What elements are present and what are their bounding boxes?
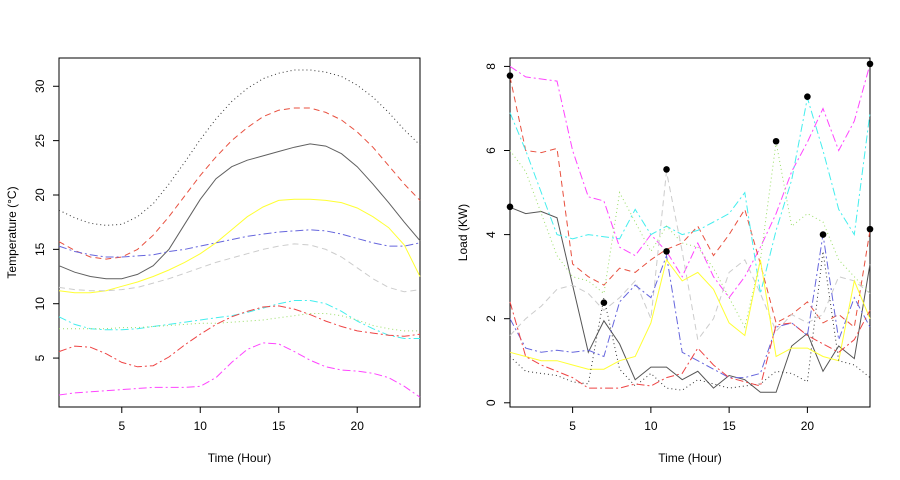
load-chart: 5 10 15 20 0 2 4 6 8 Time (Hour) Load (KW)	[456, 57, 874, 465]
chart1-x-tick-label: 20	[351, 419, 365, 433]
chart2-marker-point	[663, 248, 670, 255]
chart2-y-tick-label: 2	[484, 315, 498, 322]
chart2-y-tick-label: 4	[484, 231, 498, 238]
chart2-series-line-s8	[509, 258, 871, 370]
chart2-series-line-s3	[509, 76, 871, 329]
chart2-x-tick-label: 10	[644, 419, 658, 433]
chart1-series-line-s1	[58, 69, 421, 226]
chart1-plot-frame	[58, 57, 421, 408]
chart2-y-axis-label: Load (KW)	[456, 204, 470, 261]
chart2-marker-point	[866, 60, 874, 68]
chart2-marker-point	[600, 299, 608, 307]
chart1-x-tick-label: 15	[272, 419, 286, 433]
chart2-y-tick-label: 0	[484, 399, 498, 406]
chart2-series-line-s6	[509, 171, 871, 341]
chart2-marker-point	[506, 72, 514, 79]
chart1-x-tick-label: 10	[194, 419, 208, 433]
chart1-x-tick-label: 5	[118, 419, 125, 433]
chart2-x-axis-label: Time (Hour)	[658, 451, 722, 465]
chart1-series-line-s10	[58, 342, 421, 398]
chart2-marker-point	[772, 137, 780, 145]
chart2-series-line-s1	[509, 206, 871, 393]
chart2-x-tick-label: 5	[569, 419, 576, 433]
chart1-series-line-s5	[58, 229, 421, 258]
chart2-series-line-s4	[509, 97, 871, 294]
chart1-y-tick-label: 15	[33, 242, 47, 256]
chart2-series-line-s5	[509, 142, 871, 329]
chart1-series-line-s2	[58, 107, 421, 260]
chart1-series-line-s7	[58, 300, 420, 339]
temperature-chart: 5 10 15 20 5 10 15 20 25 30 Time (Hour) Temperature…	[5, 57, 421, 465]
chart2-y-tick-label: 6	[484, 147, 498, 154]
chart1-y-tick-label: 5	[33, 354, 47, 361]
chart2-marker-point	[663, 166, 670, 173]
chart2-marker-point	[819, 231, 827, 238]
chart2-marker-point	[506, 203, 514, 211]
chart2-marker-point	[866, 225, 874, 233]
chart1-y-tick-label: 25	[33, 134, 47, 148]
chart1-series-line-s9	[58, 305, 421, 368]
chart2-series-line-s7	[509, 234, 871, 379]
chart1-series-line-s4	[58, 198, 421, 294]
chart2-y-tick-label: 8	[484, 63, 498, 70]
chart1-x-axis-label: Time (Hour)	[208, 451, 272, 465]
chart1-y-tick-label: 10	[33, 297, 47, 311]
chart1-y-tick-label: 30	[33, 79, 47, 93]
chart2-x-tick-label: 20	[801, 419, 815, 433]
chart2-x-tick-label: 15	[722, 419, 736, 433]
chart1-series-line-s6	[58, 243, 421, 293]
chart1-y-tick-label: 20	[33, 188, 47, 202]
chart1-series-line-s3	[58, 143, 421, 280]
chart1-y-axis-label: Temperature (°C)	[5, 186, 19, 278]
chart2-series-line-s2	[509, 64, 871, 299]
chart2-series-line-s9	[509, 251, 871, 391]
chart1-series-line-s8	[59, 313, 420, 332]
chart2-marker-point	[804, 93, 811, 100]
